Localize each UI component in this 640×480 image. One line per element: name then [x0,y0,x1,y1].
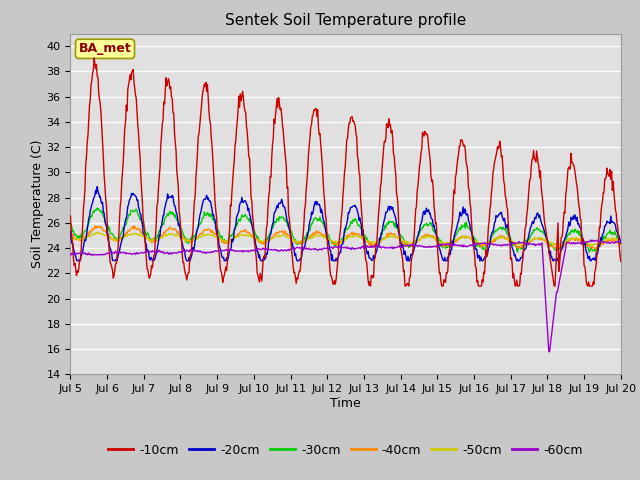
Text: BA_met: BA_met [79,42,131,55]
Title: Sentek Soil Temperature profile: Sentek Soil Temperature profile [225,13,466,28]
X-axis label: Time: Time [330,397,361,410]
Legend: -10cm, -20cm, -30cm, -40cm, -50cm, -60cm: -10cm, -20cm, -30cm, -40cm, -50cm, -60cm [103,439,588,462]
Y-axis label: Soil Temperature (C): Soil Temperature (C) [31,140,44,268]
